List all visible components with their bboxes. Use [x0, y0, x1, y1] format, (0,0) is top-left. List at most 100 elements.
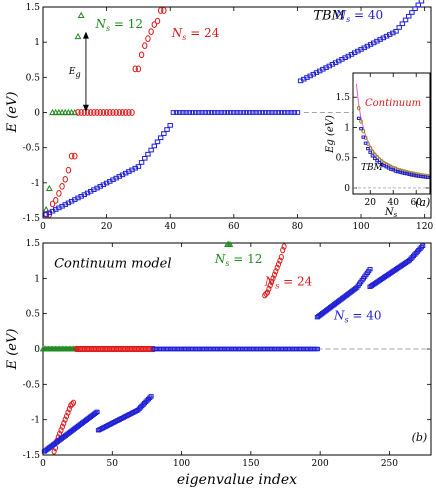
panel-b: 0 50 100 150 200 250 -1.5 -1 -0.5 0 0.5 1 1.5 Continu… — [23, 239, 432, 469]
inset-square-point — [425, 175, 430, 179]
data-point — [274, 264, 280, 271]
y-tick-label: 0.5 — [336, 154, 351, 164]
data-point — [276, 261, 282, 268]
data-point — [237, 110, 243, 115]
label-ns12-a: Ns = 12 — [94, 17, 143, 33]
data-point — [157, 7, 164, 14]
panel-a-annotation: TBM — [313, 9, 345, 24]
data-point — [288, 110, 294, 115]
data-point — [81, 109, 88, 116]
inset-square-point — [375, 159, 379, 163]
data-point — [250, 110, 256, 115]
x-tick-label: 80 — [292, 222, 304, 232]
data-point — [51, 448, 57, 455]
x-tick-label: 150 — [242, 459, 259, 469]
data-point — [154, 139, 161, 145]
data-point — [266, 285, 272, 293]
data-point — [138, 160, 145, 165]
data-point — [294, 110, 301, 115]
ns-letter: N — [333, 308, 345, 322]
gap-arrow-head-bottom — [82, 104, 89, 112]
y-tick-label: 1 — [344, 123, 350, 133]
data-point — [253, 110, 259, 115]
data-point — [148, 147, 154, 153]
data-point — [113, 109, 119, 116]
panel-b-annotation: Continuum model — [54, 257, 171, 272]
data-point — [231, 110, 237, 115]
ns-letter: N — [264, 274, 276, 288]
data-point — [77, 11, 85, 19]
data-point — [65, 409, 71, 416]
x-tick-label: 120 — [416, 222, 433, 232]
data-point — [173, 110, 180, 115]
data-point — [281, 243, 287, 250]
data-point — [64, 108, 72, 116]
data-point — [270, 275, 276, 282]
y-tick-label: 1 — [34, 274, 40, 284]
data-point — [126, 109, 132, 116]
ns-value: = 24 — [279, 274, 312, 288]
label-ns24-a: Ns = 24 — [171, 26, 220, 42]
data-point — [196, 110, 202, 115]
data-point — [145, 35, 151, 43]
data-point — [45, 184, 53, 192]
inset-xlabel-n: N — [384, 207, 395, 218]
data-point — [110, 109, 116, 116]
data-point — [94, 409, 100, 415]
x-tick-label: 0 — [40, 222, 46, 232]
data-point — [94, 109, 100, 116]
y-tick-label: -1.5 — [23, 214, 41, 224]
data-point — [405, 258, 411, 264]
data-point — [97, 109, 103, 116]
ns-sub: s — [225, 259, 229, 268]
x-tick-label: 40 — [387, 198, 399, 208]
x-tick-label: 0 — [40, 459, 46, 469]
inset-continuum-label: Continuum — [365, 98, 421, 109]
data-point — [409, 10, 415, 15]
data-point — [266, 110, 272, 115]
panel-b-label: (b) — [412, 431, 428, 444]
inset-square-point — [368, 150, 373, 154]
data-point — [58, 108, 66, 116]
data-point — [227, 110, 234, 115]
data-point — [285, 110, 291, 115]
data-point — [192, 110, 199, 115]
inset-circle-point — [359, 119, 363, 124]
data-point — [148, 28, 154, 35]
data-point — [186, 110, 193, 115]
data-point — [70, 399, 77, 406]
data-point — [277, 257, 283, 264]
data-point — [177, 110, 183, 115]
x-tick-label: 20 — [365, 198, 377, 208]
ns-value: = 12 — [229, 252, 262, 266]
inset-square-point — [361, 135, 366, 139]
inset-ylabel: Eg (eV) — [325, 115, 336, 154]
data-point — [278, 110, 285, 115]
data-point — [275, 110, 282, 115]
ns-sub: s — [182, 33, 186, 42]
data-point — [154, 17, 161, 25]
plot-frame — [42, 242, 432, 456]
data-point — [142, 42, 148, 50]
ns-value: = 40 — [350, 8, 383, 22]
x-tick-label: 100 — [173, 459, 190, 469]
data-point — [142, 155, 148, 161]
data-point — [167, 123, 173, 128]
data-point — [418, 0, 425, 4]
data-point — [399, 21, 406, 27]
panel-b-xlabel: eigenvalue index — [177, 472, 297, 488]
y-tick-label: 0.5 — [26, 73, 41, 83]
data-point — [107, 109, 113, 116]
data-point — [412, 6, 418, 12]
data-point — [202, 110, 208, 115]
data-point — [151, 21, 158, 28]
data-point — [278, 253, 284, 261]
label-ns40-b: Ns = 40 — [333, 308, 382, 324]
ns-value: = 40 — [349, 308, 382, 322]
data-point — [151, 143, 158, 149]
data-point — [170, 110, 177, 115]
x-tick-label: 60 — [228, 222, 240, 232]
data-point — [264, 289, 271, 296]
data-point — [55, 108, 63, 116]
